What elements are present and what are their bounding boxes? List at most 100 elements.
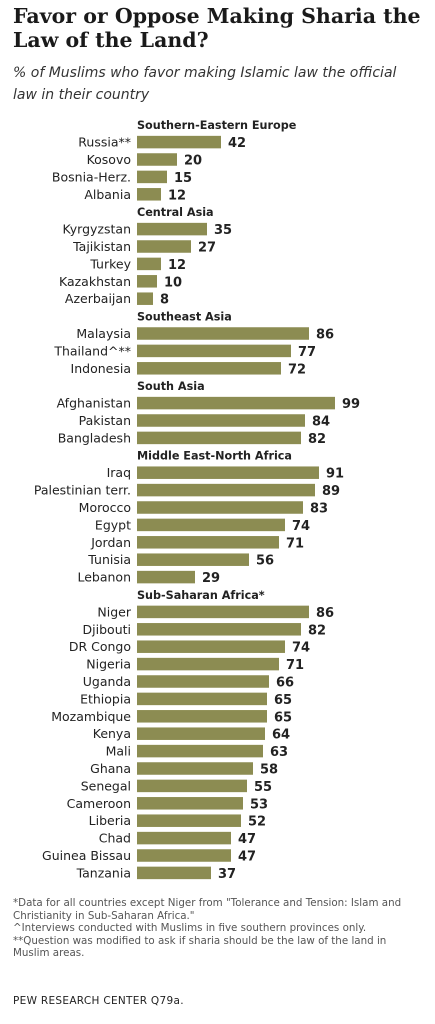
bar bbox=[137, 831, 231, 845]
category-label: Djibouti bbox=[83, 622, 131, 637]
category-label: Uganda bbox=[83, 674, 131, 689]
value-label: 72 bbox=[288, 362, 306, 377]
group-header-2: Southeast Asia bbox=[137, 310, 232, 323]
category-label: Lebanon bbox=[77, 570, 131, 585]
footnote-data-source: *Data for all countries except Niger fro… bbox=[13, 897, 402, 922]
category-label: DR Congo bbox=[69, 639, 131, 654]
value-label: 20 bbox=[184, 154, 202, 169]
value-label: 53 bbox=[250, 797, 268, 812]
bar bbox=[137, 762, 253, 775]
value-label: 37 bbox=[218, 867, 236, 882]
source-line: PEW RESEARCH CENTER Q79a. bbox=[13, 995, 184, 1007]
bar bbox=[137, 188, 161, 201]
bar bbox=[137, 518, 285, 532]
bar bbox=[137, 866, 211, 880]
bar bbox=[137, 135, 221, 149]
bar bbox=[137, 466, 319, 479]
value-label: 12 bbox=[168, 188, 186, 203]
group-header-4: Middle East-North Africa bbox=[137, 450, 292, 463]
value-label: 83 bbox=[310, 502, 328, 517]
value-label: 84 bbox=[312, 415, 330, 430]
bar bbox=[137, 727, 265, 740]
category-label: Tunisia bbox=[87, 552, 131, 567]
bar bbox=[137, 344, 291, 358]
bar bbox=[137, 292, 153, 305]
category-label: Bosnia-Herz. bbox=[52, 169, 131, 184]
group-header-1: Central Asia bbox=[137, 206, 214, 219]
value-label: 91 bbox=[326, 467, 344, 482]
value-label: 42 bbox=[228, 136, 246, 151]
footnote-question: **Question was modified to ask if sharia… bbox=[13, 934, 387, 960]
bar bbox=[137, 605, 309, 619]
value-label: 86 bbox=[316, 606, 334, 621]
bar bbox=[137, 640, 285, 653]
category-label: Albania bbox=[84, 187, 131, 202]
category-label: Tanzania bbox=[76, 865, 131, 880]
bar bbox=[137, 257, 161, 271]
value-label: 82 bbox=[308, 432, 326, 447]
category-label: Niger bbox=[97, 604, 131, 619]
bar bbox=[137, 240, 191, 253]
bar bbox=[137, 170, 167, 184]
value-label: 89 bbox=[322, 484, 340, 499]
category-label: Guinea Bissau bbox=[42, 848, 131, 863]
bar bbox=[137, 657, 279, 671]
bar bbox=[137, 692, 267, 706]
bar bbox=[137, 396, 335, 410]
category-label: Mali bbox=[106, 744, 131, 759]
category-label: Morocco bbox=[79, 500, 131, 515]
group-header-3: South Asia bbox=[137, 380, 205, 393]
value-label: 8 bbox=[160, 293, 169, 308]
bar bbox=[137, 536, 279, 549]
chart-title: Favor or Oppose Making Sharia the Law of… bbox=[13, 4, 421, 52]
category-label: Liberia bbox=[89, 813, 131, 828]
value-label: 47 bbox=[238, 850, 256, 865]
value-label: 74 bbox=[292, 641, 310, 656]
category-label: Cameroon bbox=[67, 796, 131, 811]
group-header-0: Southern-Eastern Europe bbox=[137, 119, 297, 132]
value-label: 64 bbox=[272, 728, 290, 743]
chart-subtitle: % of Muslims who favor making Islamic la… bbox=[13, 65, 397, 103]
category-label: Tajikistan bbox=[72, 239, 131, 254]
value-label: 29 bbox=[202, 571, 220, 586]
value-label: 86 bbox=[316, 328, 334, 343]
value-label: 55 bbox=[254, 780, 272, 795]
category-label: Pakistan bbox=[79, 413, 131, 428]
bar bbox=[137, 275, 157, 288]
bar bbox=[137, 431, 301, 445]
bar bbox=[137, 570, 195, 584]
bar bbox=[137, 483, 315, 497]
bar bbox=[137, 849, 231, 862]
category-label: Malaysia bbox=[76, 326, 131, 341]
value-label: 35 bbox=[214, 223, 232, 238]
bar bbox=[137, 553, 249, 566]
bar bbox=[137, 710, 267, 723]
category-label: Ghana bbox=[90, 761, 131, 776]
value-label: 66 bbox=[276, 676, 294, 691]
category-label: Indonesia bbox=[71, 361, 131, 376]
category-label: Bangladesh bbox=[58, 430, 131, 445]
value-label: 82 bbox=[308, 623, 326, 638]
bar bbox=[137, 222, 207, 236]
value-label: 99 bbox=[342, 397, 360, 412]
group-header-5: Sub-Saharan Africa* bbox=[137, 589, 265, 602]
bar bbox=[137, 501, 303, 514]
category-label: Egypt bbox=[95, 517, 131, 532]
category-label: Russia** bbox=[78, 135, 131, 150]
value-label: 65 bbox=[274, 693, 292, 708]
value-label: 58 bbox=[260, 763, 278, 778]
category-label: Jordan bbox=[90, 535, 131, 550]
bar bbox=[137, 362, 281, 375]
category-label: Kyrgyzstan bbox=[63, 222, 132, 237]
value-label: 71 bbox=[286, 658, 304, 673]
value-label: 65 bbox=[274, 710, 292, 725]
category-label: Senegal bbox=[81, 778, 131, 793]
value-label: 77 bbox=[298, 345, 316, 360]
category-label: Palestinian terr. bbox=[34, 483, 131, 498]
category-label: Mozambique bbox=[51, 709, 131, 724]
bar bbox=[137, 779, 247, 793]
footnote-interviews: ^Interviews conducted with Muslims in fi… bbox=[13, 922, 367, 934]
value-label: 56 bbox=[256, 554, 274, 569]
value-label: 74 bbox=[292, 519, 310, 534]
bar bbox=[137, 327, 309, 340]
